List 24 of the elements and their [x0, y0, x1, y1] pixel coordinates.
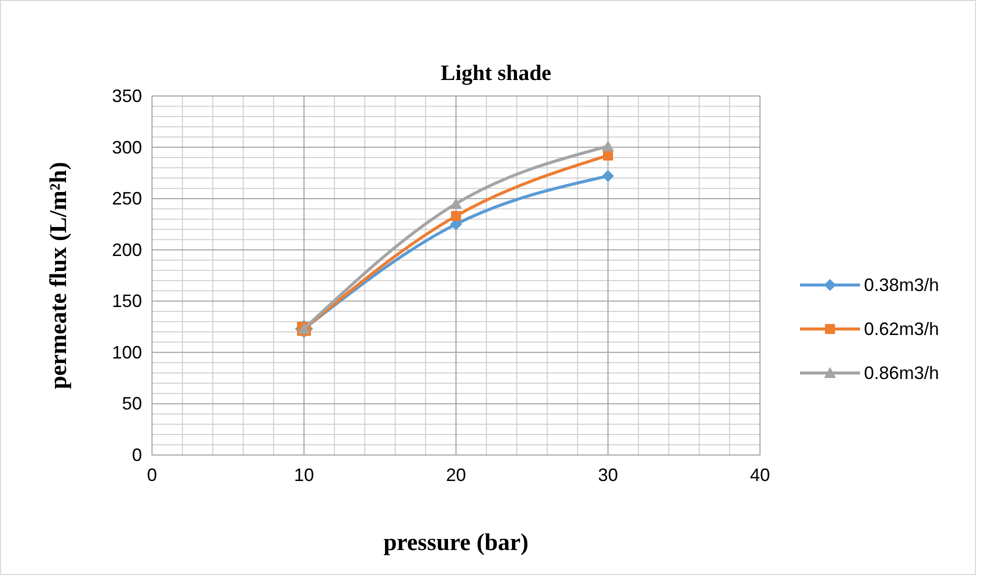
point: [603, 150, 613, 160]
y-axis-title: permeate flux (L/m²h): [46, 162, 72, 390]
y-tick-label: 200: [112, 240, 142, 260]
y-tick-label: 350: [112, 86, 142, 106]
y-tick-label: 250: [112, 188, 142, 209]
legend-label: 0.62m3/h: [864, 319, 940, 339]
x-tick-label: 30: [598, 465, 618, 485]
chart-title: Light shade: [440, 60, 552, 85]
x-axis-title: pressure (bar): [383, 530, 529, 556]
x-tick-label: 20: [446, 465, 466, 485]
legend-label: 0.86m3/h: [864, 363, 940, 383]
point: [451, 211, 461, 222]
x-tick-label: 0: [146, 465, 158, 485]
point: [602, 170, 614, 182]
legend-label: 0.38m3/h: [864, 275, 940, 295]
y-tick-label: 150: [112, 291, 142, 312]
point: [450, 198, 462, 209]
y-tick-label: 0: [132, 445, 142, 465]
point: [602, 140, 614, 152]
x-tick-label: 40: [750, 465, 770, 485]
y-tick-label: 300: [112, 137, 142, 158]
x-tick-label: 10: [294, 465, 314, 485]
y-tick-label: 50: [122, 394, 142, 414]
y-tick-label: 100: [112, 342, 142, 362]
